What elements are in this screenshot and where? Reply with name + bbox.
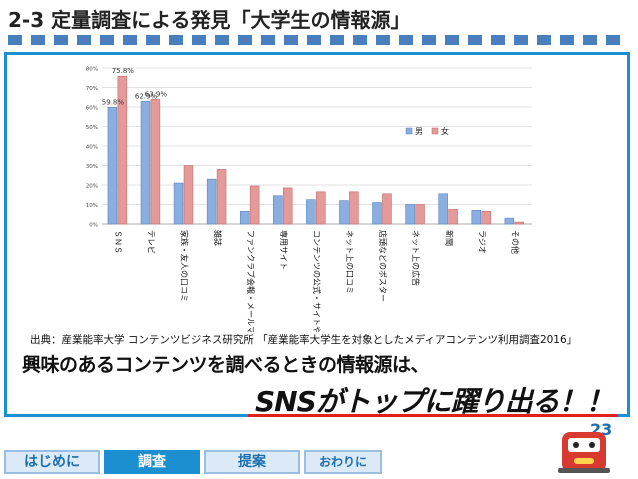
category-label: 家族・友人の口コミ xyxy=(180,230,190,302)
legend-label: 女 xyxy=(441,126,449,136)
bar-male xyxy=(306,199,316,225)
bar-male xyxy=(339,200,349,225)
y-tick-label: 70% xyxy=(86,86,98,92)
bottom-nav: はじめに 調査 提案 おわりに xyxy=(4,450,382,474)
category-label: テレビ xyxy=(147,230,156,254)
chart-source: 出典：産業能率大学 コンテンツビジネス研究所 「産業能率大学生を対象としたメディ… xyxy=(30,334,578,346)
y-tick-label: 50% xyxy=(86,125,98,131)
category-label: 新聞 xyxy=(444,230,454,246)
headline-line2: SNSがトップに躍り出る！！ xyxy=(255,385,614,418)
category-label: ネット上の口コミ xyxy=(345,230,354,294)
category-label: 雑誌 xyxy=(213,230,223,246)
bar-male xyxy=(504,217,515,225)
bar-female xyxy=(150,99,161,225)
bar-female xyxy=(448,209,458,225)
bar-male xyxy=(107,107,118,225)
headline-underline xyxy=(248,414,618,417)
category-label: ファンクラブ会報・メールマガジンなど xyxy=(246,230,256,332)
category-label: コンテンツの公式・サイトやブログ xyxy=(312,230,322,332)
bar-female xyxy=(216,169,227,225)
category-label: 店頭などのポスター xyxy=(378,230,388,302)
category-label: ラジオ xyxy=(477,230,486,254)
bar-female xyxy=(481,211,491,225)
category-label: その他 xyxy=(510,230,520,254)
bar-male xyxy=(438,193,448,225)
bar-female xyxy=(382,193,392,225)
bar-female xyxy=(183,165,194,225)
category-label: 専用サイト xyxy=(279,230,289,270)
headline-line1: 興味のあるコンテンツを調べるときの情報源は、 xyxy=(22,354,430,376)
page-title: 2-3 定量調査による発見「大学生の情報源」 xyxy=(8,8,411,32)
bar-female xyxy=(415,204,425,225)
bar-female xyxy=(349,191,359,225)
bar-male xyxy=(140,101,151,225)
bar-male xyxy=(372,202,382,225)
y-tick-label: 60% xyxy=(86,106,98,112)
bar-female xyxy=(282,187,293,225)
tab-survey[interactable]: 調査 xyxy=(104,450,200,474)
bar-female xyxy=(249,185,260,225)
legend-label: 男 xyxy=(415,127,423,136)
bar-male xyxy=(173,182,184,225)
data-label: 62.9% xyxy=(135,92,158,100)
bar-female xyxy=(316,191,326,225)
data-label: 75.8% xyxy=(112,67,135,75)
y-tick-label: 40% xyxy=(86,145,98,151)
tab-intro[interactable]: はじめに xyxy=(4,450,100,474)
data-label: 63.9% xyxy=(145,90,168,98)
data-label: 59.8% xyxy=(102,98,125,106)
tab-proposal[interactable]: 提案 xyxy=(204,450,300,474)
bar-male xyxy=(471,210,482,225)
bar-male xyxy=(273,195,283,225)
bar-chart: 0% 10% 20% 30% 40% 50% 60% 70% 80% 59.8% 75.8% ＳＮＳ 6… xyxy=(86,67,532,332)
bar-male xyxy=(239,211,250,225)
category-label: ＳＮＳ xyxy=(114,230,123,254)
bar-female xyxy=(117,75,128,225)
bar-female xyxy=(514,221,525,225)
bar-male xyxy=(206,178,217,225)
y-tick-label: 30% xyxy=(86,164,98,170)
legend-swatch xyxy=(431,127,439,135)
bar-male xyxy=(405,204,415,225)
train-mascot-icon xyxy=(558,432,610,473)
tab-conclusion[interactable]: おわりに xyxy=(304,450,382,474)
y-tick-label: 20% xyxy=(86,184,98,190)
y-tick-label: 10% xyxy=(86,203,98,209)
category-label: ネット上の広告 xyxy=(411,230,421,286)
y-tick-label: 0% xyxy=(89,223,98,229)
legend-swatch xyxy=(405,127,413,135)
y-tick-label: 80% xyxy=(86,67,98,73)
title-divider xyxy=(0,32,638,48)
